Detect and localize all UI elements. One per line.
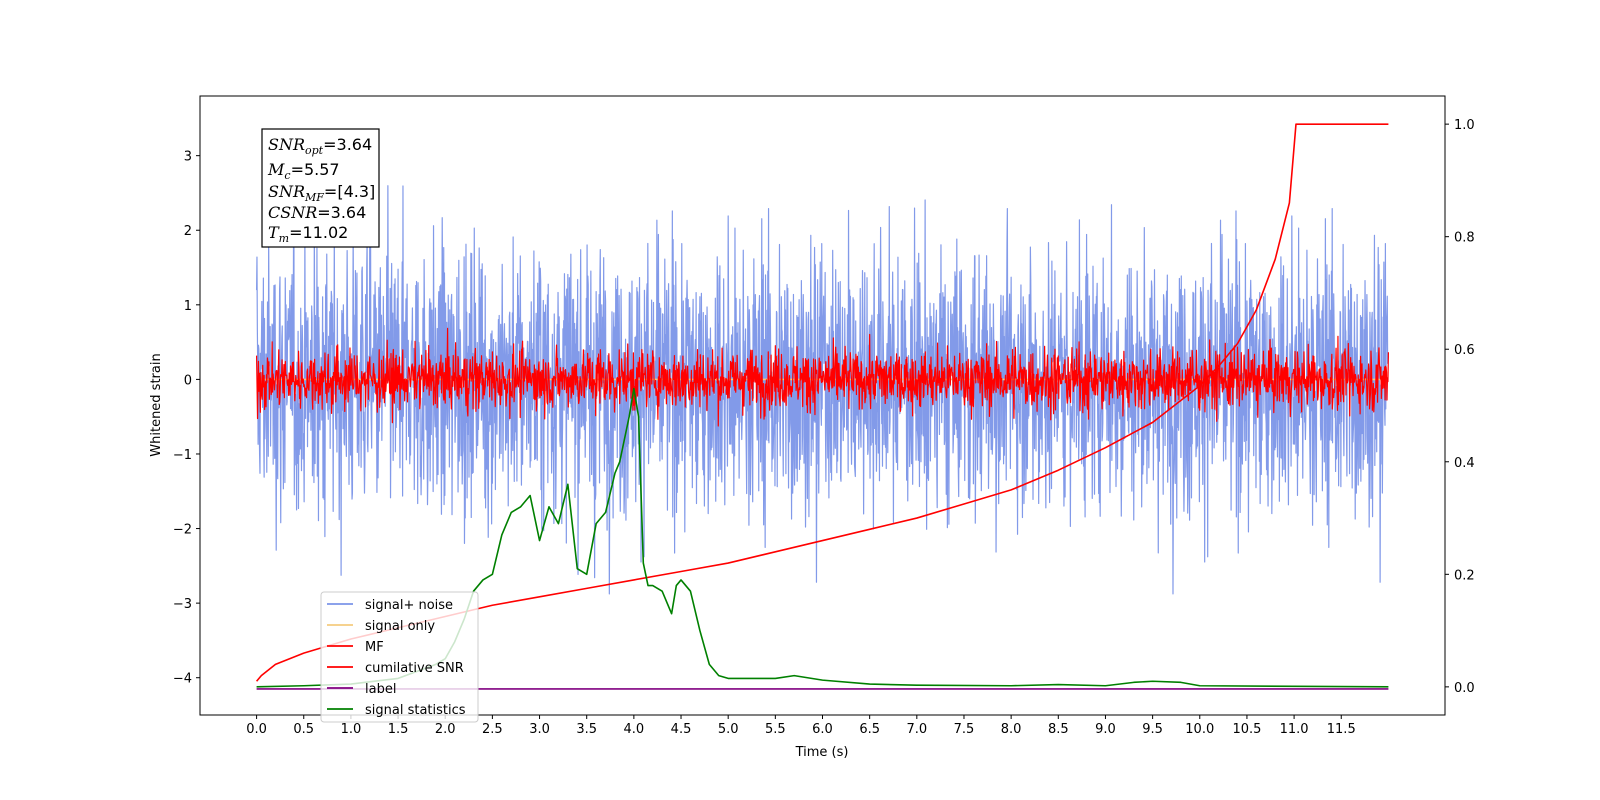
x-tick-label: 6.5 [859,722,880,737]
y2-tick-label: 0.4 [1454,456,1475,471]
y2-tick-label: 0.6 [1454,343,1475,358]
x-axis-title: Time (s) [795,745,849,760]
y2-tick-label: 0.2 [1454,568,1475,583]
x-tick-label: 9.5 [1142,722,1163,737]
x-tick-label: 11.5 [1327,722,1356,737]
y-tick-label: −1 [173,448,192,463]
x-tick-label: 1.0 [341,722,362,737]
y-tick-label: 0 [184,373,192,388]
x-tick-label: 3.5 [576,722,597,737]
x-tick-label: 11.0 [1280,722,1309,737]
x-tick-label: 2.5 [482,722,503,737]
legend-label: MF [365,640,384,655]
legend-label: cumilative SNR [365,661,464,676]
x-tick-label: 5.0 [718,722,739,737]
legend-label: label [365,682,396,697]
annotation-snr-opt: SNRopt=3.64 [268,135,372,157]
y-tick-label: −4 [173,672,192,687]
x-tick-label: 0.5 [293,722,314,737]
annotation-csnr: CSNR=3.64 [268,203,366,222]
x-tick-label: 7.5 [954,722,975,737]
y-tick-label: 2 [184,224,192,239]
y-tick-label: −2 [173,523,192,538]
annotation-tm: Tm=11.02 [268,223,348,245]
y2-tick-label: 0.8 [1454,231,1475,246]
legend-label: signal only [365,619,435,634]
annotation-mc: Mc=5.57 [267,160,340,182]
x-tick-label: 10.0 [1185,722,1214,737]
x-tick-label: 7.0 [906,722,927,737]
series-line-2 [255,327,1390,427]
legend-label: signal statistics [365,703,466,718]
y-tick-label: 1 [184,299,192,314]
x-tick-label: 6.0 [812,722,833,737]
x-tick-label: 0.0 [246,722,267,737]
y-axis: 3 2 1 0 −1 −2 −3 −4 [173,150,200,687]
x-tick-label: 10.5 [1232,722,1261,737]
series-line-5 [256,387,1389,688]
x-tick-label: 9.0 [1095,722,1116,737]
y-axis-title: Whitened strain [149,353,164,456]
y-tick-label: 3 [184,150,192,165]
x-tick-label: 3.0 [529,722,550,737]
y2-tick-label: 1.0 [1454,118,1475,133]
x-tick-label: 8.5 [1048,722,1069,737]
x-tick-label: 4.5 [671,722,692,737]
x-tick-label: 4.0 [624,722,645,737]
x-tick-label: 1.5 [388,722,409,737]
x-tick-label: 8.0 [1001,722,1022,737]
x-axis: 0.0 0.5 1.0 1.5 2.0 2.5 3.0 3.5 4.0 4.5 5.0 5.5 6.0 6… [246,715,1356,737]
legend: signal+ noise signal only MF cumilative SNR… [320,591,479,723]
y-tick-label: −3 [173,597,192,612]
x-tick-label: 2.0 [435,722,456,737]
annotation-snr-mf: SNRMF=[4.3] [268,182,375,204]
annotation-box: SNRopt=3.64 Mc=5.57 SNRMF=[4.3] CSNR=3.6… [261,128,380,248]
y2-axis: 1.0 0.8 0.6 0.4 0.2 0.0 [1445,118,1475,696]
x-tick-label: 5.5 [765,722,786,737]
legend-label: signal+ noise [365,598,453,613]
y2-tick-label: 0.0 [1454,681,1475,696]
